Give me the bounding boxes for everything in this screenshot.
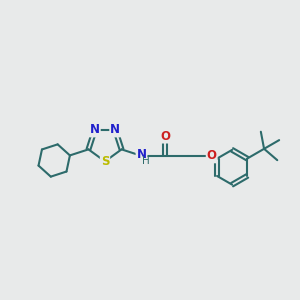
Text: N: N [136,148,146,161]
Text: H: H [142,156,149,166]
Text: N: N [110,123,120,136]
Text: O: O [160,130,170,142]
Text: N: N [90,123,100,136]
Text: S: S [101,155,109,168]
Text: O: O [207,149,217,162]
